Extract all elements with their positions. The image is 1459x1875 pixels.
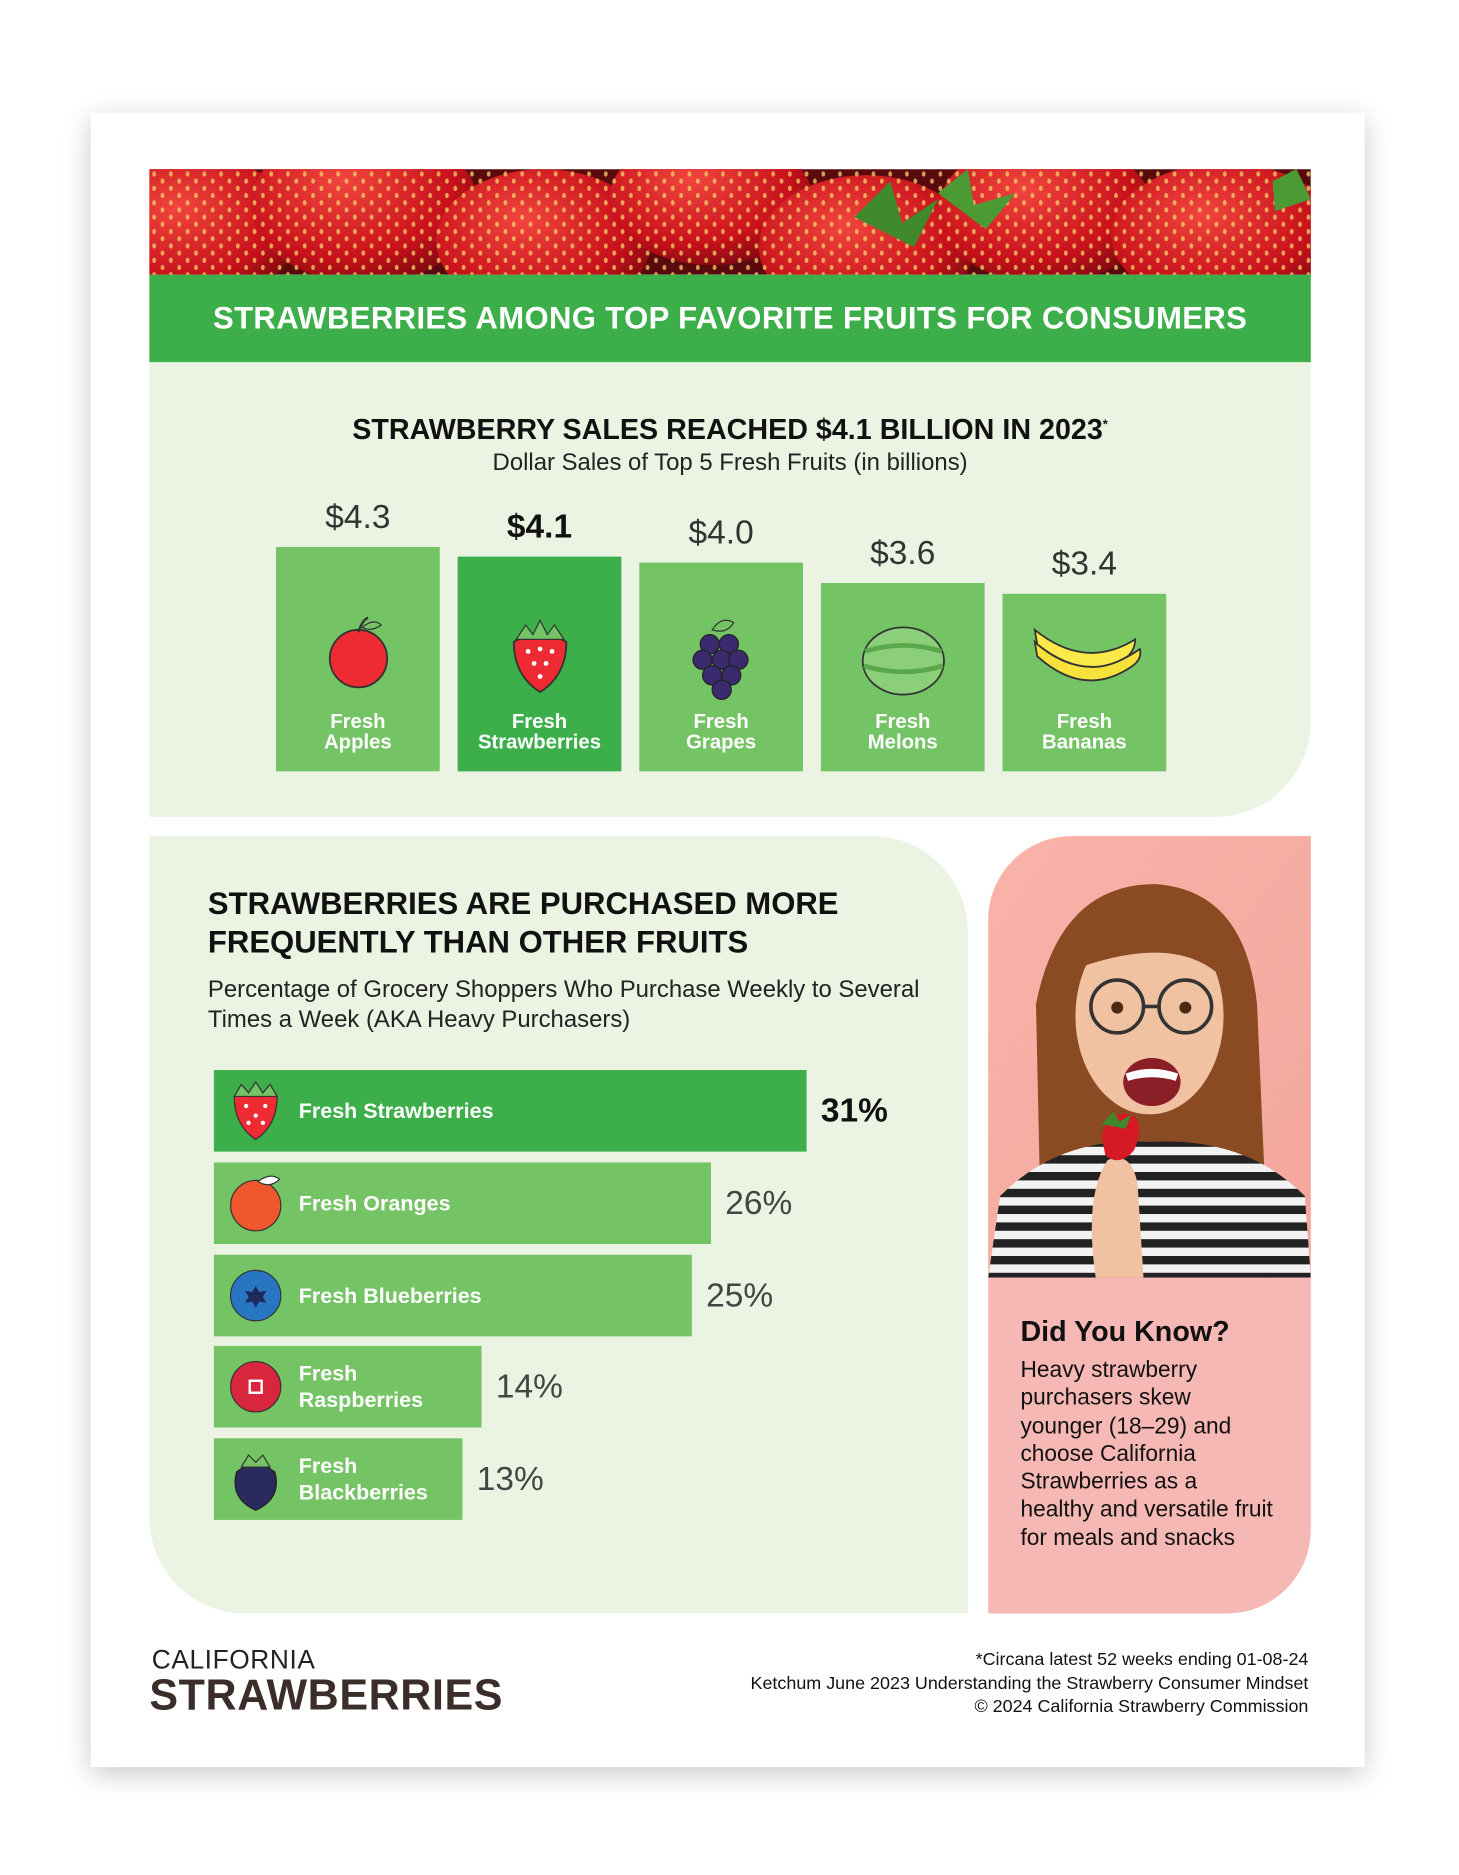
category-label: Fresh Bananas xyxy=(1042,710,1127,754)
fruit-icon xyxy=(230,1269,282,1321)
fruit-icon xyxy=(234,1454,277,1512)
category-label: Fresh Strawberries xyxy=(298,1098,494,1123)
did-you-know-panel: Did You Know? Heavy strawberry purchaser… xyxy=(988,836,1311,1614)
footer-note: *Circana latest 52 weeks ending 01-08-24 xyxy=(975,1649,1309,1670)
category-label-box: Fresh Blackberries xyxy=(299,1439,452,1521)
category-label: Fresh Raspberries xyxy=(298,1362,424,1413)
category-label: Fresh Grapes xyxy=(686,710,757,754)
value-label: $4.1 xyxy=(506,507,573,545)
value-label: $4.3 xyxy=(325,497,391,535)
category-label: Fresh Apples xyxy=(324,710,392,754)
category-label-box: Fresh Apples xyxy=(276,711,440,752)
fruit-icon xyxy=(691,619,749,700)
fruit-icon xyxy=(861,626,945,696)
did-you-know-title: Did You Know? xyxy=(1020,1315,1230,1349)
bar xyxy=(213,1162,711,1244)
category-label: Fresh Strawberries xyxy=(477,710,602,754)
fruit-icon xyxy=(230,1361,282,1413)
value-label: 13% xyxy=(476,1460,544,1498)
title-note: * xyxy=(1102,417,1108,432)
value-label: 26% xyxy=(725,1183,793,1221)
value-label: $3.6 xyxy=(870,533,936,572)
footer-note: Ketchum June 2023 Understanding the Stra… xyxy=(750,1672,1309,1694)
fruit-icon xyxy=(233,1080,279,1141)
category-label: Fresh Melons xyxy=(867,710,938,754)
chart-title: STRAWBERRY SALES REACHED $4.1 BILLION IN… xyxy=(352,413,1103,447)
logo-bottom: STRAWBERRIES xyxy=(149,1669,504,1720)
fruit-icon xyxy=(512,618,567,694)
chart-title-wrap: STRAWBERRY SALES REACHED $4.1 BILLION IN… xyxy=(149,408,1310,448)
category-label: Fresh Oranges xyxy=(298,1190,451,1215)
category-label-box: Fresh Strawberries xyxy=(458,711,622,752)
header-title: STRAWBERRIES AMONG TOP FAVORITE FRUITS F… xyxy=(149,274,1311,363)
category-label-box: Fresh Grapes xyxy=(639,711,803,752)
category-label-box: Fresh Oranges xyxy=(299,1162,700,1244)
chart-subtitle: Percentage of Grocery Shoppers Who Purch… xyxy=(207,976,920,1033)
category-label-box: Fresh Raspberries xyxy=(299,1346,471,1428)
bar xyxy=(213,1070,807,1152)
chart-title: STRAWBERRIES ARE PURCHASED MORE FREQUENT… xyxy=(207,885,839,960)
category-label-box: Fresh Bananas xyxy=(1003,711,1167,752)
category-label-box: Fresh Blueberries xyxy=(299,1254,681,1336)
fruit-icon xyxy=(230,1175,282,1232)
footer-note: © 2024 California Strawberry Commission xyxy=(974,1696,1309,1717)
value-label: 31% xyxy=(820,1091,888,1129)
footer-notes: *Circana latest 52 weeks ending 01-08-24… xyxy=(750,1648,1308,1718)
value-label: $3.4 xyxy=(1051,544,1117,582)
strawberry-banner xyxy=(149,169,1311,275)
fruit-icon xyxy=(1032,627,1141,682)
fruit-icon xyxy=(328,616,388,689)
did-you-know-body: Heavy strawberry purchasers skew younger… xyxy=(1020,1357,1273,1551)
photo xyxy=(988,836,1311,1278)
category-label-box: Fresh Melons xyxy=(821,711,985,752)
category-label: Fresh Blackberries xyxy=(298,1454,428,1505)
bar xyxy=(213,1254,692,1336)
value-label: 25% xyxy=(706,1275,774,1314)
value-label: 14% xyxy=(495,1368,563,1406)
chart-subtitle: Dollar Sales of Top 5 Fresh Fruits (in b… xyxy=(492,449,968,477)
bar xyxy=(1002,593,1167,772)
category-label-box: Fresh Strawberries xyxy=(299,1070,796,1152)
logo-top: CALIFORNIA xyxy=(151,1644,316,1675)
value-label: $4.0 xyxy=(688,512,754,551)
category-label: Fresh Blueberries xyxy=(298,1283,482,1308)
